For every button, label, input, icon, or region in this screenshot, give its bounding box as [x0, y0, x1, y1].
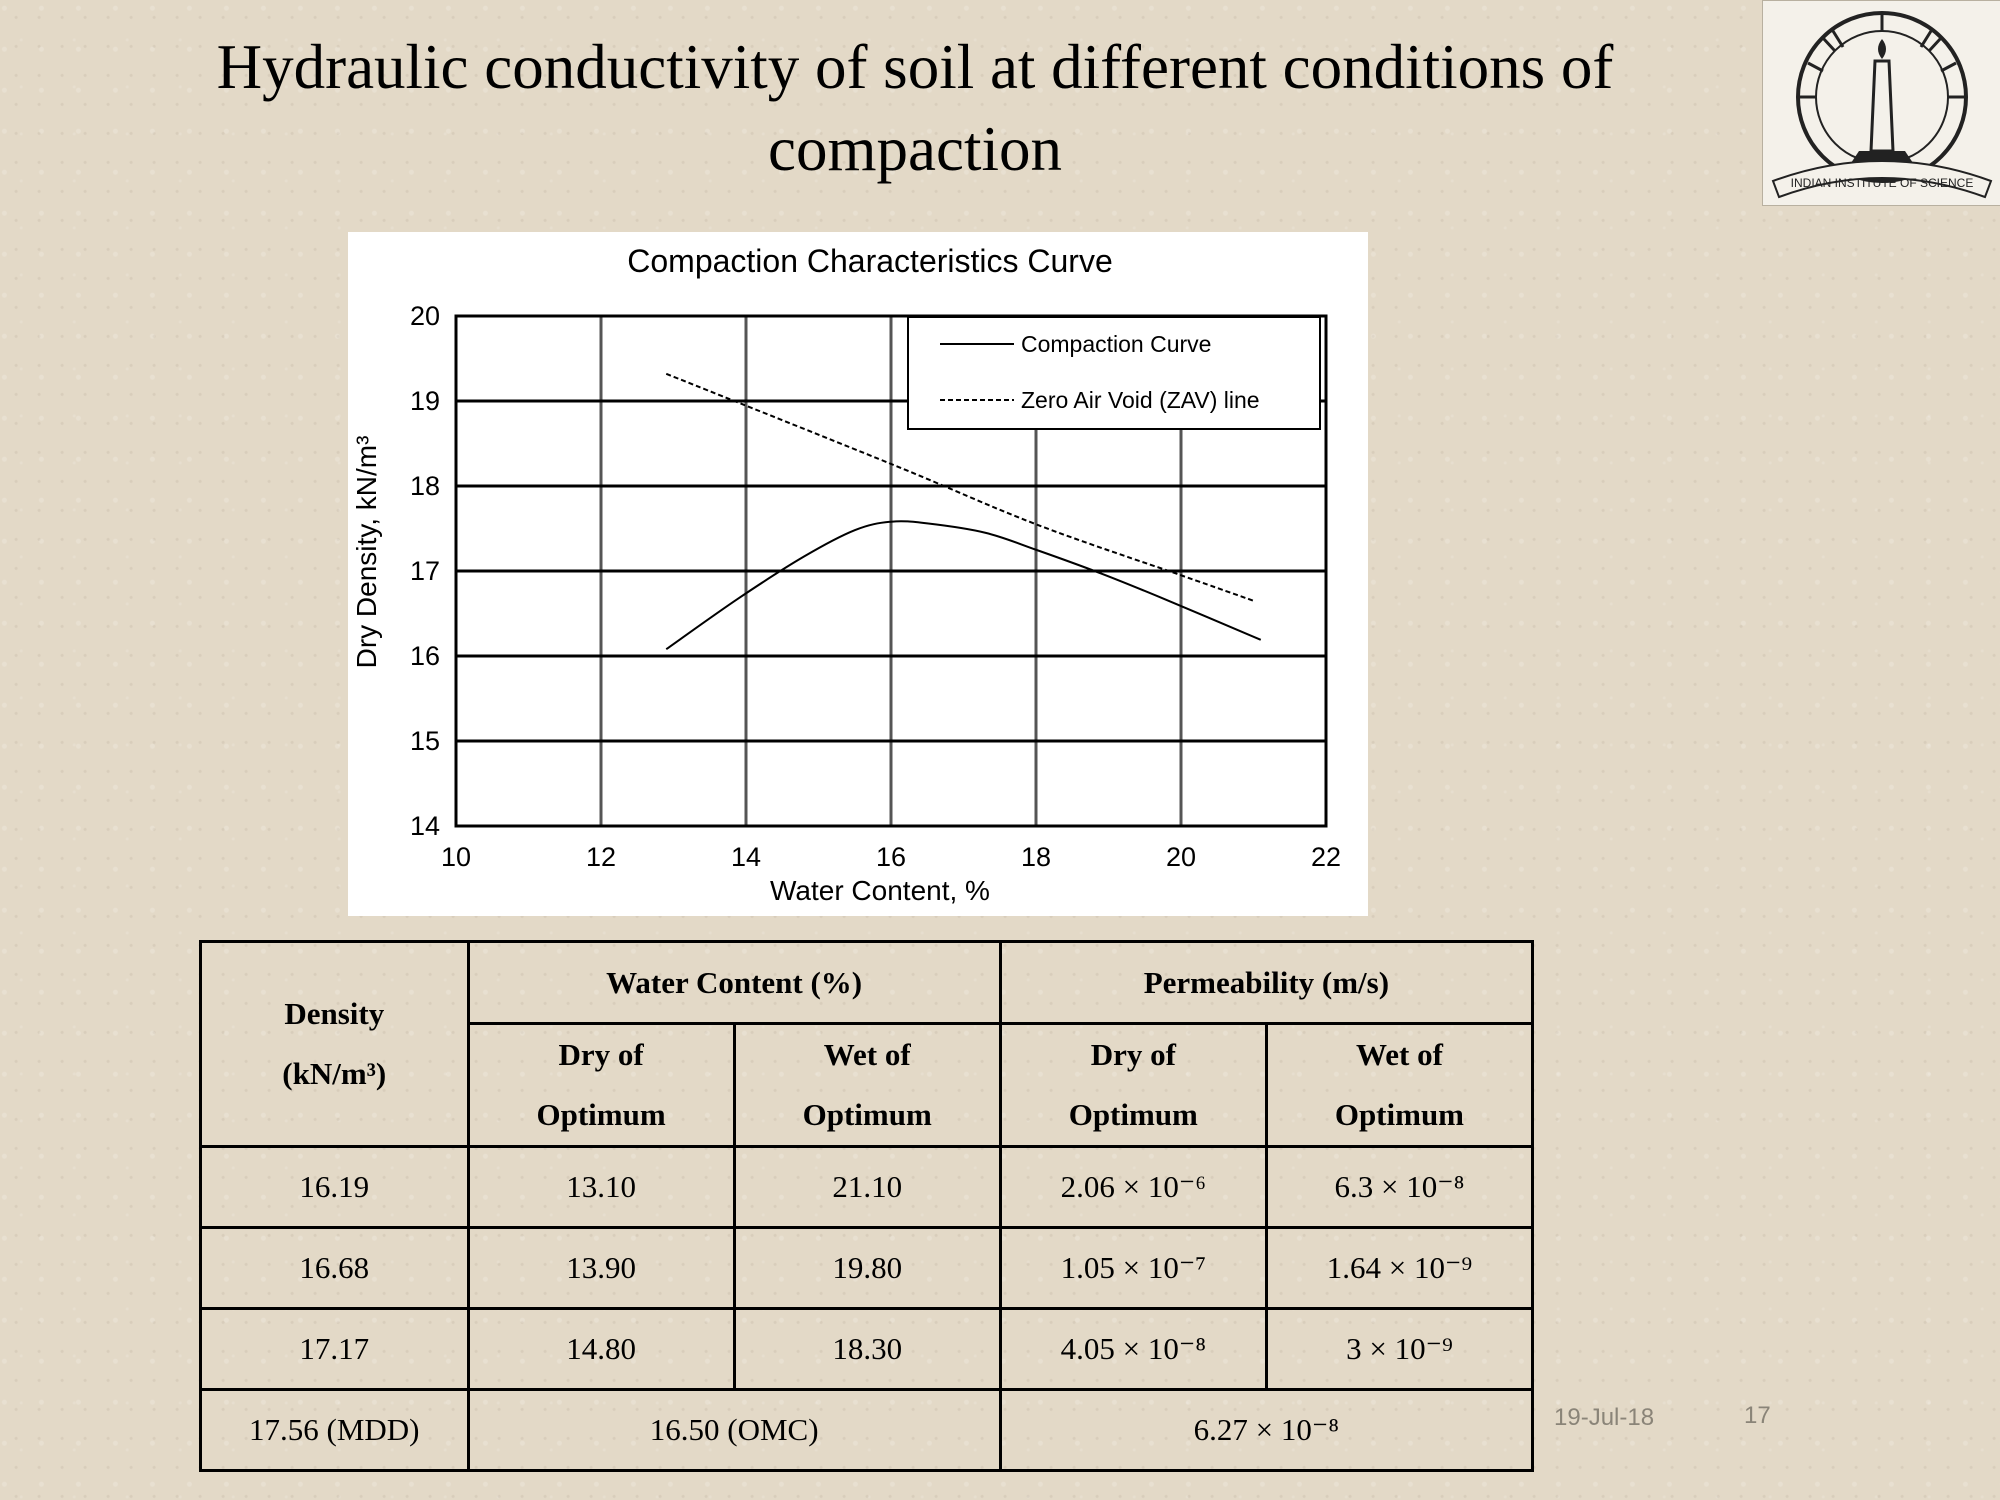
x-axis-label: Water Content, %: [770, 875, 990, 906]
subheader-line1: Dry of: [1090, 1037, 1176, 1072]
y-tick-label: 15: [410, 726, 440, 756]
density-cell: 17.17: [199, 1307, 470, 1391]
table-summary-row: 17.56 (MDD) 16.50 (OMC) 6.27 × 10⁻⁸: [199, 1388, 1535, 1472]
chart-title: Compaction Characteristics Curve: [627, 243, 1113, 279]
omc-cell: 16.50 (OMC): [466, 1388, 1002, 1472]
subheader-line2: Optimum: [1068, 1097, 1198, 1132]
density-header-line2: (kN/m³): [282, 1056, 387, 1091]
density-header-line1: Density: [284, 996, 385, 1031]
perm-wet-cell: 3 × 10⁻⁹: [1264, 1307, 1535, 1391]
y-tick-label: 16: [410, 641, 440, 671]
subheader-line2: Optimum: [1334, 1097, 1465, 1132]
perm-wet-cell: 1.64 × 10⁻⁹: [1264, 1226, 1535, 1310]
y-tick-label: 17: [410, 556, 440, 586]
perm-wet-cell: 6.3 × 10⁻⁸: [1264, 1145, 1535, 1229]
chart-series: [665, 372, 1262, 651]
subheader-line2: Optimum: [802, 1097, 932, 1132]
chart-tick-labels: 10 12 14 16 18 20 22 14 15 16 17 18 19 20: [410, 301, 1341, 872]
y-tick-label: 14: [410, 811, 440, 841]
water-content-header: Water Content (%): [466, 940, 1002, 1025]
y-axis-label: Dry Density, kN/m³: [351, 436, 382, 669]
chart-legend: Compaction Curve Zero Air Void (ZAV) lin…: [907, 316, 1321, 430]
permeability-header: Permeability (m/s): [998, 940, 1535, 1025]
subheader-dry-optimum-wc: Dry of Optimum: [466, 1022, 736, 1148]
subheader-line2: Optimum: [536, 1097, 666, 1132]
subheader-wet-optimum-perm: Wet of Optimum: [1264, 1022, 1535, 1148]
subheader-line1: Wet of: [823, 1037, 911, 1072]
institute-logo: INDIAN INSTITUTE OF SCIENCE: [1762, 0, 2000, 206]
mdd-cell: 17.56 (MDD): [199, 1388, 470, 1472]
subheader-dry-optimum-perm: Dry of Optimum: [998, 1022, 1268, 1148]
wc-dry-cell: 13.10: [466, 1145, 736, 1229]
slide-page-number: 17: [1744, 1402, 1771, 1429]
summary-permeability-cell: 6.27 × 10⁻⁸: [998, 1388, 1535, 1472]
x-tick-label: 14: [731, 842, 761, 872]
subheader-wet-optimum-wc: Wet of Optimum: [732, 1022, 1002, 1148]
perm-dry-cell: 2.06 × 10⁻⁶: [998, 1145, 1268, 1229]
table-row: 16.68 13.90 19.80 1.05 × 10⁻⁷ 1.64 × 10⁻…: [199, 1226, 1535, 1310]
x-tick-label: 12: [586, 842, 616, 872]
density-cell: 16.68: [199, 1226, 470, 1310]
perm-dry-cell: 1.05 × 10⁻⁷: [998, 1226, 1268, 1310]
permeability-table: Density (kN/m³) Water Content (%) Permea…: [199, 940, 1535, 1472]
wc-wet-cell: 18.30: [732, 1307, 1002, 1391]
wc-dry-cell: 13.90: [466, 1226, 736, 1310]
wc-wet-cell: 21.10: [732, 1145, 1002, 1229]
perm-dry-cell: 4.05 × 10⁻⁸: [998, 1307, 1268, 1391]
compaction-chart: Compaction Characteristics Curve 10 12 14 1…: [348, 232, 1368, 916]
legend-zav-line-label: Zero Air Void (ZAV) line: [1021, 387, 1260, 413]
legend-compaction-curve-label: Compaction Curve: [1021, 331, 1211, 357]
compaction-chart-svg: Compaction Characteristics Curve 10 12 14 1…: [351, 243, 1341, 906]
x-tick-label: 10: [441, 842, 471, 872]
institute-seal-icon: INDIAN INSTITUTE OF SCIENCE: [1771, 11, 1993, 199]
slide-date: 19-Jul-18: [1554, 1404, 1655, 1431]
wc-dry-cell: 14.80: [466, 1307, 736, 1391]
table-row: 17.17 14.80 18.30 4.05 × 10⁻⁸ 3 × 10⁻⁹: [199, 1307, 1535, 1391]
y-tick-label: 20: [410, 301, 440, 331]
wc-wet-cell: 19.80: [732, 1226, 1002, 1310]
subheader-line1: Wet of: [1355, 1037, 1443, 1072]
y-tick-label: 19: [410, 386, 440, 416]
x-tick-label: 18: [1021, 842, 1051, 872]
compaction-curve-line: [665, 520, 1262, 651]
density-cell: 16.19: [199, 1145, 470, 1229]
slide-title: Hydraulic conductivity of soil at differ…: [216, 32, 1614, 184]
zav-line: [665, 372, 1254, 602]
x-tick-label: 16: [876, 842, 906, 872]
logo-banner-text: INDIAN INSTITUTE OF SCIENCE: [1791, 176, 1974, 190]
x-tick-label: 20: [1166, 842, 1196, 872]
y-tick-label: 18: [410, 471, 440, 501]
density-header-cell: Density (kN/m³): [199, 940, 470, 1148]
table-row: 16.19 13.10 21.10 2.06 × 10⁻⁶ 6.3 × 10⁻⁸: [199, 1145, 1535, 1229]
legend-box: [907, 316, 1321, 430]
subheader-line1: Dry of: [558, 1037, 644, 1072]
plot-area-border: [454, 314, 1328, 828]
x-tick-label: 22: [1311, 842, 1341, 872]
